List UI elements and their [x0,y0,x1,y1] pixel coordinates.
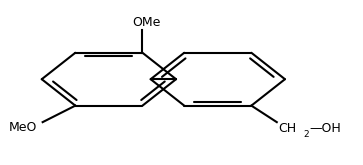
Text: OMe: OMe [132,16,160,29]
Text: —OH: —OH [309,122,341,135]
Text: MeO: MeO [8,121,37,134]
Text: CH: CH [279,122,297,135]
Text: 2: 2 [303,130,309,139]
